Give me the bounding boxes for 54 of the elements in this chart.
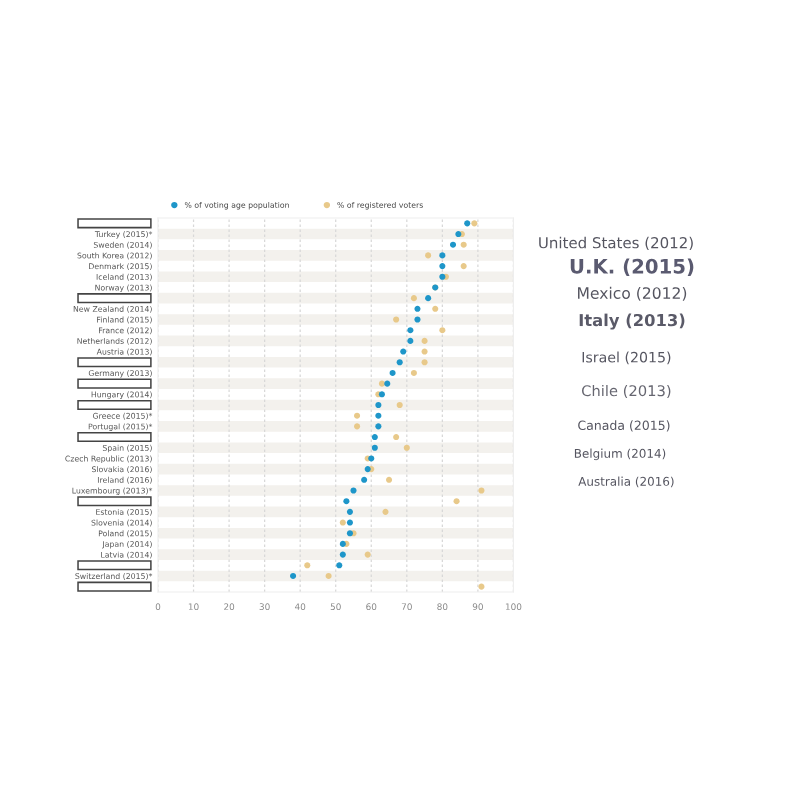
point (375, 401, 382, 409)
point (393, 316, 400, 323)
point (364, 551, 371, 558)
point (304, 562, 311, 569)
point (407, 327, 414, 334)
point (453, 498, 460, 505)
point (421, 348, 428, 355)
point (346, 508, 353, 515)
point (290, 572, 297, 580)
point (439, 252, 446, 259)
point (375, 423, 382, 430)
point (464, 220, 471, 227)
point (396, 359, 403, 366)
point (325, 572, 332, 580)
point (460, 263, 467, 270)
point (350, 487, 357, 494)
point (354, 412, 361, 419)
point (407, 337, 414, 344)
point (339, 551, 346, 558)
point (371, 444, 378, 451)
point (425, 295, 432, 302)
point (336, 562, 343, 569)
point (375, 412, 382, 419)
point (361, 476, 368, 483)
point (410, 369, 417, 376)
point (425, 252, 432, 259)
point (400, 348, 407, 355)
point (393, 434, 400, 441)
point (339, 519, 346, 526)
point (343, 498, 350, 505)
point (432, 305, 439, 312)
point (414, 305, 421, 312)
point (414, 316, 421, 323)
point (421, 337, 428, 344)
point (439, 327, 446, 334)
point (460, 241, 467, 248)
point (439, 263, 446, 270)
text: Italy (2013) (579, 313, 685, 330)
point (371, 434, 378, 441)
text: U.K. (2015) (570, 258, 694, 277)
point (384, 380, 391, 387)
point (421, 359, 428, 366)
point (478, 583, 485, 590)
point (346, 519, 353, 526)
point (389, 369, 396, 376)
point (410, 295, 417, 302)
point (471, 220, 478, 227)
point (403, 444, 410, 451)
point (478, 487, 485, 494)
point (354, 423, 361, 430)
point (449, 241, 457, 248)
point (382, 508, 389, 515)
point (396, 401, 403, 409)
point (385, 476, 393, 483)
